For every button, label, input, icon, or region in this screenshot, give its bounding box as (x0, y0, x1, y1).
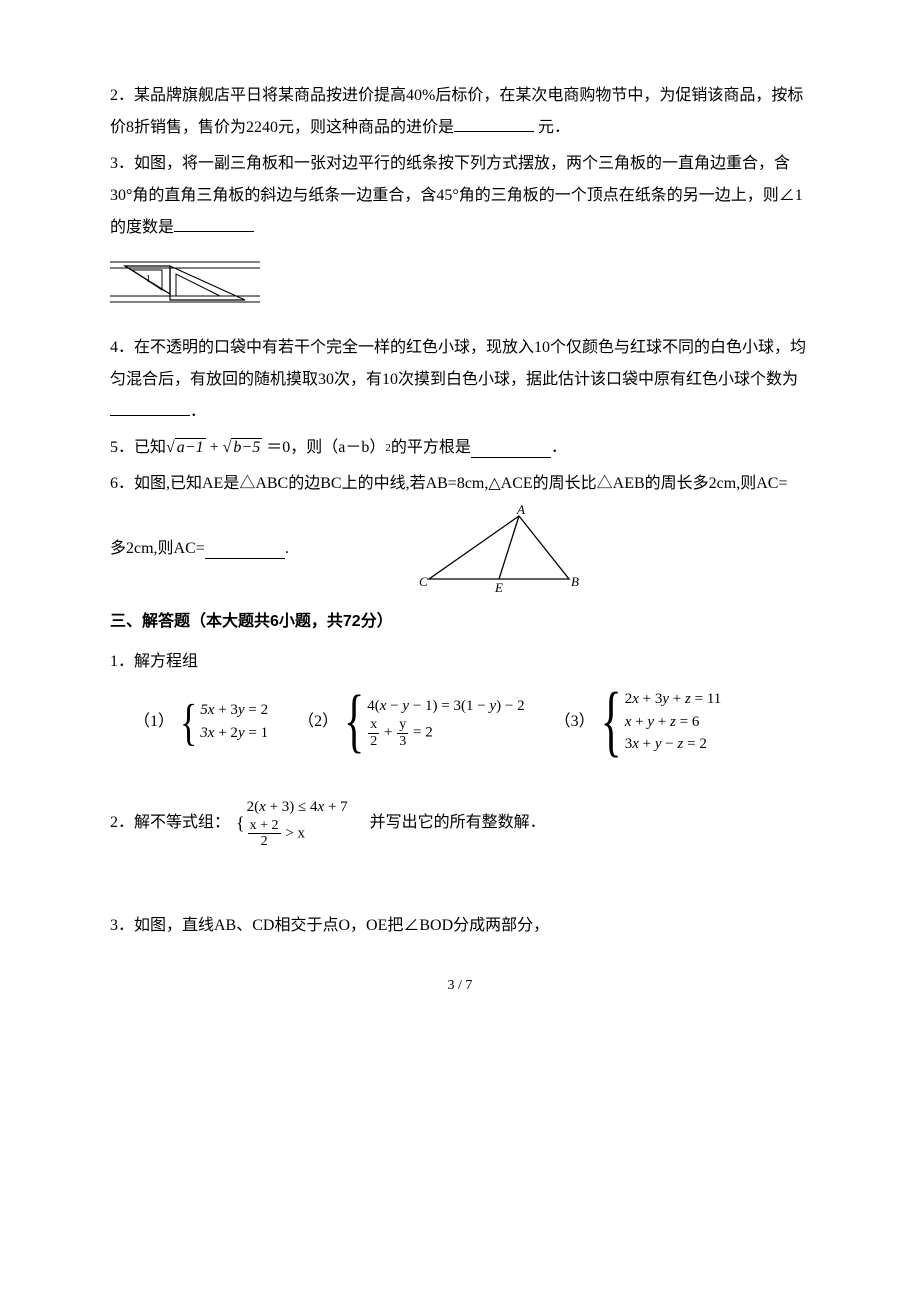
solve-q2-label-a: 2．解不等式组： (110, 807, 230, 839)
solve-q1-label: 1．解方程组 (110, 646, 810, 678)
fill-q5-text-b: ，则（a－b） (290, 432, 385, 464)
section3-title: 三、解答题（本大题共6小题，共72分） (110, 606, 810, 638)
eq3-line1: 2x + 3y + z = 11 (625, 688, 722, 711)
solve-q3: 3．如图，直线AB、CD相交于点O，OE把∠BOD分成两部分， (110, 910, 810, 942)
solve-q1-paren2: （2） (298, 706, 338, 738)
eq3-line3: 3x + y − z = 2 (625, 733, 722, 756)
fill-q2-text-b: 元． (538, 119, 570, 136)
fill-q6-blank (205, 539, 285, 558)
fill-q5-text-a: 5．已知 (110, 432, 166, 464)
fill-q5: 5．已知 √a−1 + √b−5 ＝0 ，则（a－b）2的平方根是． (110, 432, 810, 464)
ineq-top: 2(x + 3) ≤ 4x + 7 (247, 796, 348, 819)
brace-icon: { (180, 697, 197, 747)
ineq-bottom: x + 22 > x (247, 818, 348, 850)
fill-q5-expr: √a−1 + √b−5 ＝0 (166, 432, 290, 464)
fill-q4-text-a: 4．在不透明的口袋中有若干个完全一样的红色小球，现放入10个仅颜色与红球不同的白… (110, 339, 806, 388)
fill-q6-text-cont: 多2cm,则AC= (110, 533, 205, 565)
fill-q6: 6．如图,已知AE是△ABC的边BC上的中线,若AB=8cm,△ACE的周长比△… (110, 468, 810, 500)
fill-q4-text-b: ． (190, 403, 206, 420)
fill-q4-blank (110, 397, 190, 416)
fill-q5-text-d: ． (551, 432, 567, 464)
brace-icon: { (601, 682, 622, 761)
solve-q2-label-b: 并写出它的所有整数解． (354, 807, 546, 839)
solve-q1-group2: （2） { 4(x − y − 1) = 3(1 − y) − 2 x2 + y… (298, 695, 525, 749)
solve-q1-paren3: （3） (555, 706, 595, 738)
svg-text:1: 1 (146, 274, 151, 285)
solve-q1-paren1: （1） (134, 706, 174, 738)
fill-q6-text-b: . (285, 533, 289, 565)
svg-text:B: B (571, 574, 579, 589)
eq1-line1: 5x + 3y = 2 (200, 699, 268, 722)
eq3-line2: x + y + z = 6 (625, 711, 722, 734)
fig-triangle-ace: A B C E (409, 504, 589, 594)
page-number: 3 / 7 (110, 972, 810, 1000)
fill-q5-blank (471, 438, 551, 457)
solve-q1-group1: （1） { 5x + 3y = 2 3x + 2y = 1 (134, 699, 268, 744)
eq2-line1: 4(x − y − 1) = 3(1 − y) − 2 (367, 695, 524, 718)
eq2-line2: x2 + y3 = 2 (367, 717, 524, 749)
fill-q6-row2: 多2cm,则AC=. A B C E (110, 504, 810, 594)
fill-q4: 4．在不透明的口袋中有若干个完全一样的红色小球，现放入10个仅颜色与红球不同的白… (110, 332, 810, 428)
brace-icon: { (236, 805, 245, 841)
solve-q2: 2．解不等式组： { 2(x + 3) ≤ 4x + 7 x + 22 > x … (110, 796, 810, 850)
fill-q2-blank (454, 113, 534, 132)
fill-q6-text-a: 6．如图,已知AE是△ABC的边BC上的中线,若AB=8cm,△ACE的周长比△… (110, 475, 787, 492)
solve-q1-group3: （3） { 2x + 3y + z = 11 x + y + z = 6 3x … (555, 688, 722, 756)
svg-text:A: A (516, 504, 525, 517)
fill-q2: 2．某品牌旗舰店平日将某商品按进价提高40%后标价，在某次电商购物节中，为促销该… (110, 80, 810, 144)
fill-q3: 3．如图，将一副三角板和一张对边平行的纸条按下列方式摆放，两个三角板的一直角边重… (110, 148, 810, 244)
solve-q1-equations: （1） { 5x + 3y = 2 3x + 2y = 1 （2） { 4(x … (134, 688, 810, 756)
eq1-line2: 3x + 2y = 1 (200, 722, 268, 745)
brace-icon: { (344, 686, 364, 757)
fig-triangle-paper: 1 (110, 248, 810, 332)
svg-text:E: E (494, 580, 503, 594)
fill-q3-blank (174, 213, 254, 232)
fill-q5-text-c: 的平方根是 (391, 432, 471, 464)
svg-text:C: C (419, 574, 428, 589)
